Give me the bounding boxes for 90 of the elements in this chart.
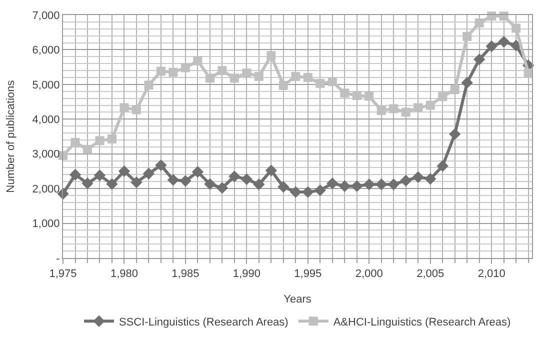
point (118, 165, 130, 178)
point (438, 92, 448, 102)
point (132, 105, 141, 114)
point (414, 103, 423, 112)
point (240, 173, 253, 186)
point (144, 80, 154, 90)
point (278, 80, 288, 90)
x-tick-label: 2,000 (355, 268, 383, 280)
point (449, 128, 461, 140)
point (106, 178, 118, 190)
point (461, 76, 473, 89)
point (120, 103, 129, 112)
point (352, 91, 362, 100)
legend-label: A&HCI-Linguistics (Research Areas) (333, 316, 511, 328)
point (388, 178, 400, 190)
point (486, 40, 498, 52)
point (340, 88, 350, 98)
point (95, 136, 104, 146)
point (156, 66, 166, 76)
point (266, 51, 276, 60)
point (338, 180, 350, 192)
y-tick-label: 2,000 (32, 183, 60, 196)
point (389, 104, 398, 114)
point (474, 18, 484, 28)
y-tick-label: 3,000 (32, 148, 60, 161)
point (462, 32, 472, 42)
point (303, 72, 312, 82)
point (351, 180, 363, 192)
point (328, 77, 337, 86)
x-tick-label: 1,975 (49, 268, 77, 280)
point (155, 159, 167, 172)
x-tick-label: 1,995 (294, 268, 322, 280)
y-axis-title: Number of publications (4, 80, 17, 193)
point (412, 171, 424, 183)
point (498, 36, 510, 48)
point (254, 72, 264, 81)
x-tick-label: 1,985 (172, 268, 200, 280)
point (230, 74, 239, 83)
y-tick-label: 6,000 (32, 44, 60, 57)
point (180, 175, 192, 187)
point (326, 178, 338, 190)
x-tick-label: 2,010 (478, 268, 506, 280)
point (242, 68, 252, 78)
y-tick-label: 1,000 (32, 218, 60, 230)
point (205, 74, 214, 83)
x-tick-label: 1,980 (110, 268, 138, 280)
point (436, 160, 448, 172)
point (130, 176, 142, 188)
point (82, 178, 94, 190)
point (424, 173, 436, 185)
point (70, 138, 80, 147)
point (204, 178, 216, 190)
point (314, 184, 326, 196)
point (376, 178, 388, 190)
x-tick-label: 2,005 (416, 268, 444, 280)
y-tick-label: 7,000 (32, 10, 60, 22)
point (376, 106, 386, 115)
y-tick-label: 5,000 (32, 79, 60, 92)
point (316, 78, 325, 88)
point (278, 180, 290, 193)
point (426, 100, 435, 110)
point (512, 24, 521, 33)
point (291, 72, 300, 81)
x-axis-title: Years (284, 293, 312, 306)
point (69, 168, 82, 181)
point (265, 164, 278, 176)
point (82, 144, 92, 154)
point (253, 178, 265, 190)
point (180, 63, 190, 72)
point (192, 166, 204, 178)
point (216, 182, 228, 194)
point (473, 54, 486, 66)
point (450, 85, 460, 94)
y-tick-label: 4,000 (32, 114, 60, 126)
point (193, 56, 202, 66)
point (228, 170, 240, 182)
point (218, 66, 227, 76)
point (401, 108, 410, 117)
point (400, 174, 412, 186)
point (107, 134, 116, 144)
point (167, 174, 180, 186)
point (363, 178, 375, 190)
point (168, 68, 178, 77)
point (94, 170, 106, 182)
x-tick-label: 1,990 (232, 268, 260, 280)
legend-label: SSCI-Linguistics (Research Areas) (119, 316, 288, 328)
point (142, 168, 155, 180)
point (302, 186, 314, 198)
y-tick-label: - (56, 252, 60, 265)
point (364, 92, 374, 101)
